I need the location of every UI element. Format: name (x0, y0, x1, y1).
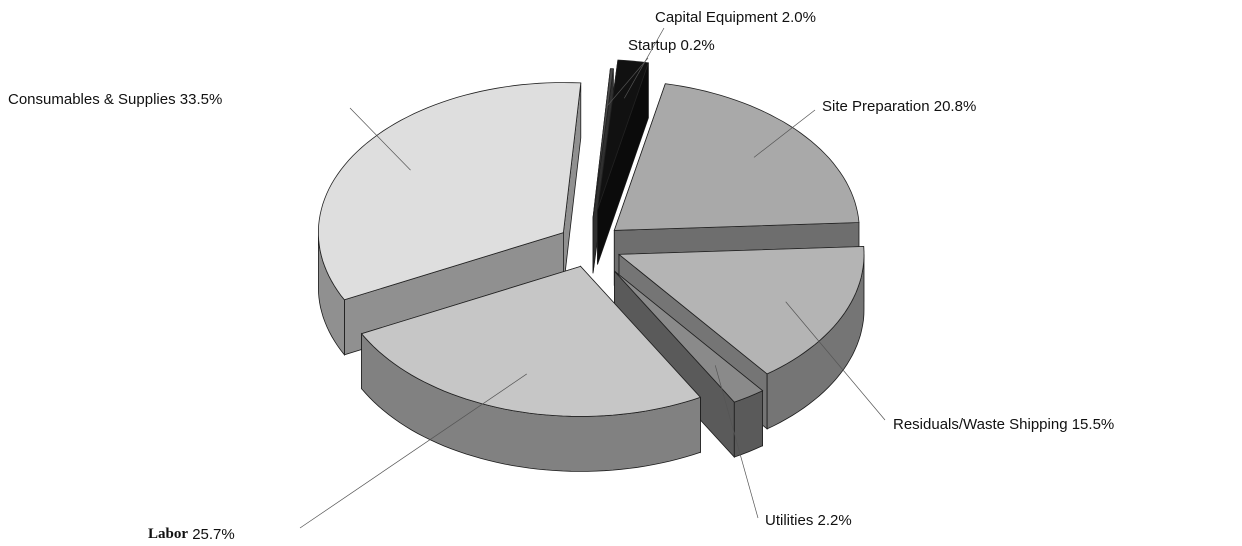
slice-label-value: 15.5% (1072, 416, 1115, 433)
slice-label: Startup 0.2% (628, 37, 715, 54)
slice-label-name: Startup (628, 37, 676, 54)
leader-line (299, 373, 527, 529)
slice-side-shade (767, 254, 864, 429)
slice-label-name: Consumables & Supplies (8, 91, 176, 108)
slice-label-name: Labor (148, 526, 188, 542)
slice-side-shade (614, 271, 735, 458)
slice-label: Capital Equipment 2.0% (655, 9, 816, 26)
slice-label-name: Residuals/Waste Shipping (893, 416, 1068, 433)
slice-label-value: 33.5% (180, 91, 223, 108)
slice-label: Labor 25.7% (148, 526, 235, 543)
slice-label: Utilities 2.2% (765, 512, 852, 529)
slice (614, 270, 764, 459)
leader-line (606, 57, 649, 107)
slice-label: Residuals/Waste Shipping 15.5% (893, 416, 1114, 433)
slice-top (614, 270, 764, 403)
slice-label: Site Preparation 20.8% (822, 98, 976, 115)
slice-label: Consumables & Supplies 33.5% (8, 91, 222, 108)
leader-line (624, 27, 665, 99)
slice-side-shade (597, 62, 649, 265)
slice-side-shade (734, 390, 763, 458)
slice-top (617, 246, 865, 375)
leader-line (714, 365, 759, 519)
slice-top (592, 68, 614, 219)
slice-label-name: Utilities (765, 512, 813, 529)
slice-top (597, 59, 649, 210)
slice-label-value: 20.8% (934, 98, 977, 115)
slice (360, 265, 702, 472)
slice-label-value: 25.7% (192, 526, 235, 543)
leader-line (753, 109, 816, 158)
slice-side-shade (563, 82, 581, 288)
slice-label-value: 2.2% (818, 512, 852, 529)
slice-label-value: 2.0% (782, 9, 816, 26)
slice-top (318, 82, 582, 301)
slice-label-name: Capital Equipment (655, 9, 778, 26)
slice-side-shade (361, 333, 701, 472)
leader-line (785, 301, 886, 421)
slice-side-shade (318, 232, 345, 355)
slice-top (360, 265, 702, 417)
leader-line (349, 107, 411, 171)
slice-label-name: Site Preparation (822, 98, 930, 115)
slice (597, 59, 649, 265)
slice-top (613, 83, 860, 231)
slice-label-value: 0.2% (681, 37, 715, 54)
